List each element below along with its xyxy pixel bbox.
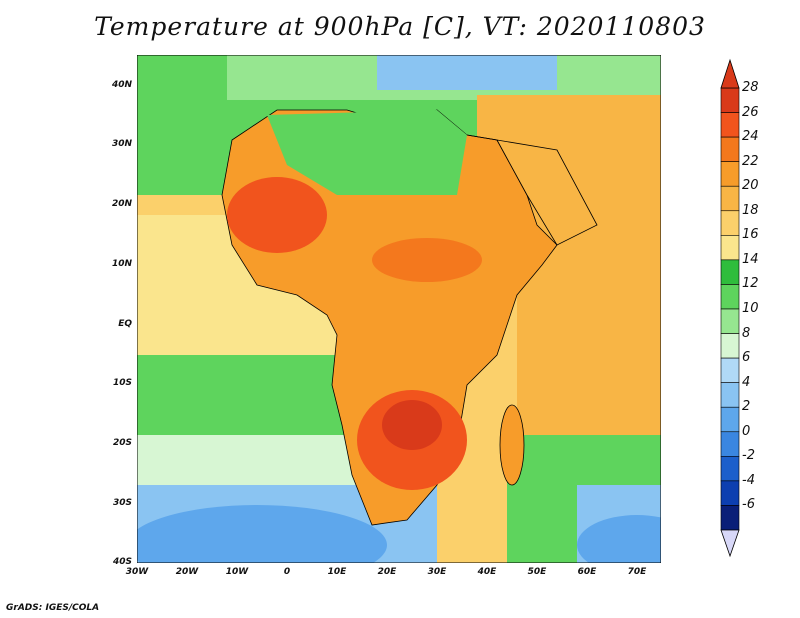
colorbar-label-2: 2 <box>742 399 751 415</box>
lon-label-20w: 20W <box>175 567 199 577</box>
colorbar-label-10: 10 <box>742 301 759 316</box>
central-hot <box>372 238 482 282</box>
colorbar-swatch-6 <box>720 357 740 383</box>
colorbar-label-18: 18 <box>742 202 759 218</box>
colorbar-label--2: -2 <box>742 448 755 464</box>
lat-label-30n: 30N <box>111 139 132 149</box>
mediterranean-cold <box>377 55 557 90</box>
colorbar-label-22: 22 <box>742 153 759 169</box>
colorbar-swatch-14 <box>720 259 740 285</box>
lon-label-30w: 30W <box>125 567 149 577</box>
deep-cold-se <box>577 515 661 563</box>
colorbar-swatch-4 <box>720 382 740 408</box>
colorbar-label-24: 24 <box>742 129 759 145</box>
lon-label-50e: 50E <box>527 567 547 577</box>
colorbar-label-14: 14 <box>742 251 759 267</box>
sahel-hot-west <box>227 177 327 253</box>
lon-label-70e: 70E <box>627 567 647 577</box>
north-africa-green <box>267 110 467 195</box>
lat-label-40s: 40S <box>112 557 132 567</box>
colorbar-label-4: 4 <box>742 374 751 390</box>
colorbar-swatch--6 <box>720 505 740 531</box>
lat-label-20n: 20N <box>111 199 132 209</box>
lat-label-30s: 30S <box>112 498 132 508</box>
lat-label-20s: 20S <box>112 438 132 448</box>
colorbar-bottom-arrow <box>720 529 740 558</box>
colorbar-swatch-22 <box>720 161 740 187</box>
colorbar-label-16: 16 <box>742 227 759 243</box>
colorbar-swatch-26 <box>720 112 740 138</box>
colorbar-label-12: 12 <box>742 276 759 292</box>
colorbar-swatch-0 <box>720 431 740 457</box>
colorbar-swatch-16 <box>720 235 740 261</box>
colorbar-swatch-18 <box>720 210 740 236</box>
colorbar-label-8: 8 <box>742 325 751 341</box>
temperature-map <box>137 55 661 563</box>
madagascar <box>499 404 525 486</box>
credit-label: GrADS: IGES/COLA <box>6 603 100 613</box>
colorbar-swatch-28 <box>720 87 740 113</box>
colorbar-swatch--2 <box>720 456 740 482</box>
colorbar-swatch-2 <box>720 406 740 433</box>
lat-label-eq: EQ <box>118 319 132 329</box>
lon-label-20e: 20E <box>377 567 397 577</box>
lon-label-30e: 30E <box>427 567 447 577</box>
lat-label-40n: 40N <box>111 80 132 90</box>
colorbar-swatch-24 <box>720 136 740 162</box>
colorbar-swatch-10 <box>720 308 740 334</box>
colorbar-label-28: 28 <box>742 80 759 95</box>
lon-label-0: 0 <box>283 567 291 577</box>
colorbar-label--6: -6 <box>742 497 755 513</box>
lon-label-10w: 10W <box>225 567 249 577</box>
chart-title: Temperature at 900hPa [C], VT: 202011080… <box>94 12 706 41</box>
colorbar-swatch-8 <box>720 333 740 359</box>
lat-label-10s: 10S <box>112 378 132 388</box>
deep-cold-sw <box>137 505 387 563</box>
colorbar-label--4: -4 <box>742 472 755 488</box>
colorbar-swatch--4 <box>720 480 740 506</box>
arabian-peninsula <box>466 134 598 246</box>
lon-label-40e: 40E <box>477 567 497 577</box>
colorbar-label-26: 26 <box>742 104 759 120</box>
southern-hotspot <box>382 400 442 450</box>
lon-label-10e: 10E <box>327 567 347 577</box>
colorbar-label-0: 0 <box>742 423 751 439</box>
colorbar-label-6: 6 <box>742 350 751 366</box>
lat-label-10n: 10N <box>111 259 132 269</box>
colorbar-label-20: 20 <box>742 178 759 194</box>
colorbar-swatch-20 <box>720 185 740 212</box>
colorbar-swatch-12 <box>720 284 740 310</box>
colorbar-top-arrow <box>720 58 740 89</box>
lon-label-60e: 60E <box>577 567 597 577</box>
